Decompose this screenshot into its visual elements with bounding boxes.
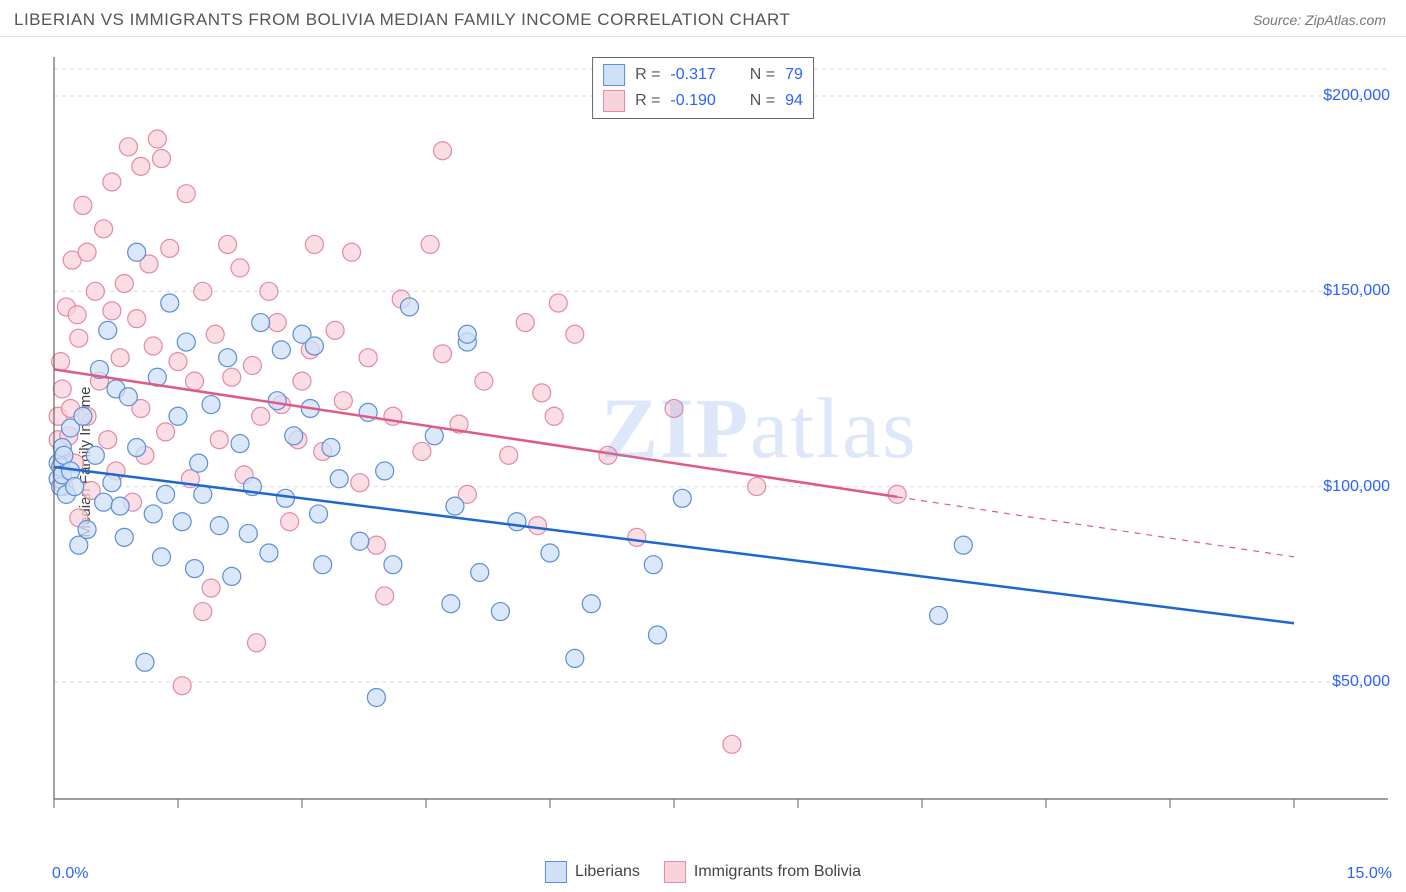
legend-row-blue: R = -0.317 N = 79 [603,62,803,88]
correlation-legend: R = -0.317 N = 79 R = -0.190 N = 94 [592,57,814,119]
series-legend: Liberians Immigrants from Bolivia [545,861,861,883]
source-attribution: Source: ZipAtlas.com [1253,12,1386,28]
legend-item-liberians: Liberians [545,861,640,883]
legend-label-bolivia: Immigrants from Bolivia [694,863,861,881]
swatch-pink-2 [664,861,686,883]
y-tick-label: $50,000 [1332,673,1390,691]
legend-label-liberians: Liberians [575,863,640,881]
header: LIBERIAN VS IMMIGRANTS FROM BOLIVIA MEDI… [0,0,1406,37]
y-tick-label: $150,000 [1323,282,1390,300]
legend-item-bolivia: Immigrants from Bolivia [664,861,861,883]
scatter-plot [48,49,1394,839]
y-tick-label: $200,000 [1323,87,1390,105]
y-tick-label: $100,000 [1323,478,1390,496]
swatch-blue-2 [545,861,567,883]
page-title: LIBERIAN VS IMMIGRANTS FROM BOLIVIA MEDI… [14,10,790,30]
x-axis-min: 0.0% [52,865,88,883]
swatch-blue [603,64,625,86]
swatch-pink [603,90,625,112]
chart-area: Median Family Income ZIPatlas $50,000$10… [0,37,1406,887]
x-axis-max: 15.0% [1347,865,1392,883]
legend-row-pink: R = -0.190 N = 94 [603,88,803,114]
